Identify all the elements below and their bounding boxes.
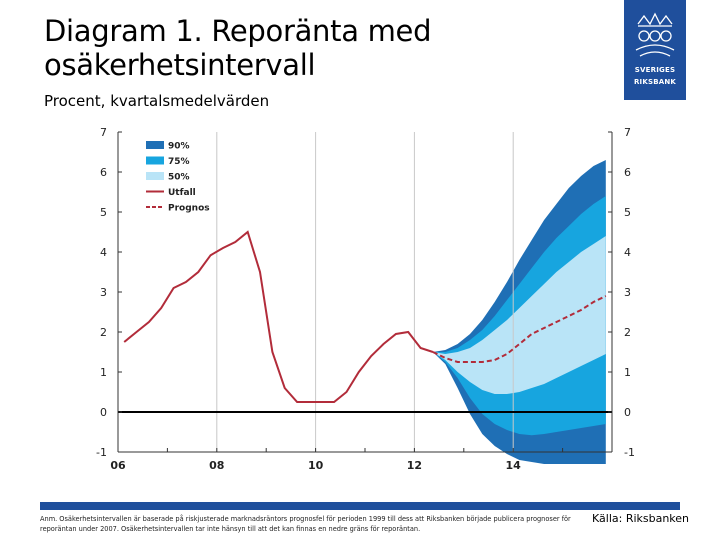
- y-tick-label-right: 1: [624, 366, 631, 379]
- y-tick-label-left: 4: [100, 246, 107, 259]
- y-tick-label-right: 4: [624, 246, 631, 259]
- y-tick-label-left: 7: [100, 126, 107, 139]
- legend: 90% 75% 50% Utfall Prognos: [146, 141, 210, 214]
- chart-subtitle: Procent, kvartalsmedelvärden: [44, 92, 270, 110]
- legend-label: 50%: [168, 173, 190, 183]
- y-tick-label-left: 2: [100, 326, 107, 339]
- y-tick-label-left: 3: [100, 286, 107, 299]
- x-tick-label: 08: [209, 459, 224, 472]
- y-tick-label-right: 7: [624, 126, 631, 139]
- x-tick-label: 12: [407, 459, 422, 472]
- legend-label: 90%: [168, 142, 190, 152]
- y-tick-label-right: 6: [624, 166, 631, 179]
- series-lines: [123, 230, 607, 403]
- y-tick-label-left: 5: [100, 206, 107, 219]
- gridlines: [216, 132, 514, 452]
- y-tick-label-right: 5: [624, 206, 631, 219]
- logo-line2: RIKSBANK: [633, 78, 677, 86]
- legend-swatch: [146, 141, 164, 149]
- outcome-line: [123, 230, 434, 403]
- x-tick-label: 14: [506, 459, 522, 472]
- chart-area: -1 -10 01 12 23 34 45 56 67 706 08 10 12 14 90%75%50%…: [96, 126, 635, 472]
- legend-label: Prognos: [168, 204, 210, 214]
- x-tick-label: 06: [110, 459, 126, 472]
- logo-line1: SVERIGES: [634, 66, 676, 74]
- legend-swatch: [146, 156, 164, 165]
- y-tick-label-right: 2: [624, 326, 631, 339]
- legend-swatch: [146, 172, 164, 180]
- chart-title: Diagram 1. Reporänta med osäkerhetsinter…: [44, 14, 432, 82]
- footer-bar: [40, 502, 680, 510]
- riksbank-logo: SVERIGES RIKSBANK: [624, 0, 686, 100]
- crown-emblem-icon: [635, 12, 675, 57]
- legend-label: Utfall: [168, 188, 196, 198]
- y-tick-label-right: -1: [624, 446, 635, 459]
- source-label: Källa: Riksbanken: [592, 512, 690, 525]
- confidence-bands: [432, 160, 606, 464]
- band-50-percent: [432, 236, 606, 394]
- y-tick-label-right: 3: [624, 286, 631, 299]
- y-tick-label-left: -1: [96, 446, 107, 459]
- y-tick-label-left: 1: [100, 366, 107, 379]
- legend-label: 75%: [168, 157, 190, 167]
- y-tick-label-right: 0: [624, 406, 631, 419]
- axes: -1 -10 01 12 23 34 45 56 67 706 08 10 12 14: [96, 126, 635, 472]
- y-tick-label-left: 0: [100, 406, 107, 419]
- x-tick-label: 10: [308, 459, 324, 472]
- y-tick-label-left: 6: [100, 166, 107, 179]
- footnote: Anm. Osäkerhetsintervallen är baserade p…: [40, 515, 571, 533]
